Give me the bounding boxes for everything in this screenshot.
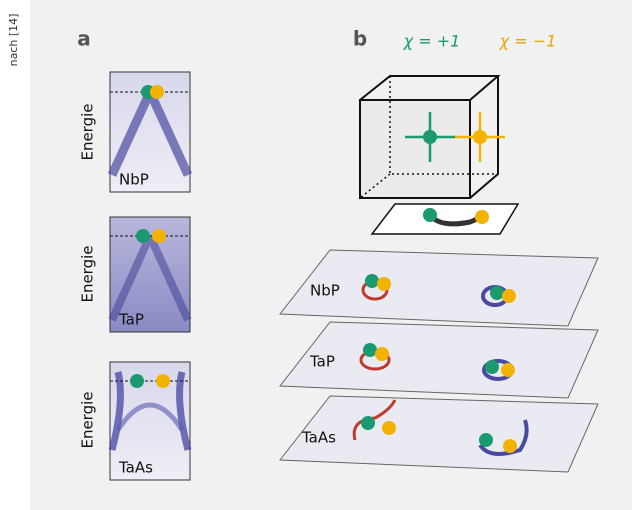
chirality-negative: χ = −1 xyxy=(499,32,557,51)
plane-small xyxy=(372,204,518,234)
panel-label: b xyxy=(353,27,367,51)
spectrum-label: NbP xyxy=(119,171,149,189)
spectrum-label: TaAs xyxy=(118,459,153,477)
plane-label: TaAs xyxy=(301,429,336,447)
plane-label: TaP xyxy=(309,353,335,371)
axis-label: Energie xyxy=(79,103,97,160)
side-label: nach [14] xyxy=(7,14,20,67)
axis-label: Energie xyxy=(79,245,97,302)
plane-label: NbP xyxy=(310,282,340,300)
chirality-positive: χ = +1 xyxy=(403,32,461,51)
axis-label: Energie xyxy=(79,391,97,448)
figure: nach [14] a Energie Energie Energie NbP … xyxy=(0,0,632,510)
spectrum-label: TaP xyxy=(118,311,144,329)
panel-label: a xyxy=(77,27,91,51)
